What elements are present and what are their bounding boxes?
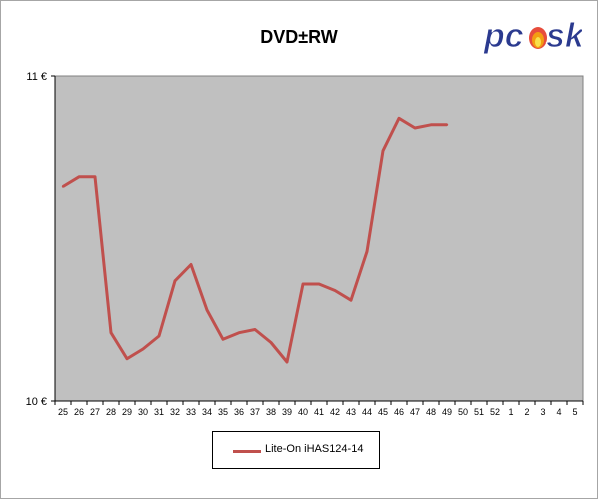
legend-swatch (233, 450, 261, 453)
x-tick-label: 52 (490, 407, 500, 417)
data-point (301, 282, 305, 286)
data-point (253, 328, 257, 331)
data-point (333, 289, 337, 292)
x-tick-label: 36 (234, 407, 244, 417)
x-tick-label: 48 (426, 407, 436, 417)
data-point (429, 123, 433, 126)
data-point (157, 334, 161, 338)
data-point (349, 299, 353, 302)
data-point (61, 185, 65, 188)
x-tick-label: 28 (106, 407, 116, 417)
x-tick-label: 34 (202, 407, 212, 417)
svg-text:pc: pc (483, 17, 524, 55)
x-tick-label: 50 (458, 407, 468, 417)
legend-label: Lite-On iHAS124-14 (265, 443, 364, 455)
data-point (381, 149, 385, 152)
chart-title: DVD±RW (260, 27, 338, 47)
x-tick-label: 35 (218, 407, 228, 417)
x-tick-label: 37 (250, 407, 260, 417)
data-point (173, 279, 177, 282)
x-tick-label: 2 (524, 407, 529, 417)
x-tick-label: 30 (138, 407, 148, 417)
data-point (237, 331, 241, 334)
legend: Lite-On iHAS124-14 (212, 431, 380, 469)
x-tick-label: 43 (346, 407, 356, 417)
data-point (125, 357, 129, 360)
data-point (269, 341, 273, 344)
x-tick-label: 45 (378, 407, 388, 417)
x-tick-label: 32 (170, 407, 180, 417)
x-tick-label: 39 (282, 407, 292, 417)
data-point (285, 360, 289, 364)
pcosk-logo: pc sk (482, 12, 587, 61)
data-point (189, 263, 193, 266)
x-tick-label: 44 (362, 407, 372, 417)
x-tick-label: 41 (314, 407, 324, 417)
data-point (445, 123, 449, 126)
series-layer (61, 116, 449, 364)
data-point (397, 117, 401, 120)
plot-area (54, 75, 584, 402)
x-tick-label: 49 (442, 407, 452, 417)
x-tick-label: 51 (474, 407, 484, 417)
data-point (317, 282, 321, 286)
data-point (365, 250, 369, 253)
x-tick-label: 42 (330, 407, 340, 417)
x-tick-label: 47 (410, 407, 420, 417)
x-tick-label: 38 (266, 407, 276, 417)
x-tick-label: 1 (508, 407, 513, 417)
axes: 10 €11 €25 26 27 28 29 30 31 32 33 34 35 36 37 38 39 40… (26, 71, 584, 417)
data-point (141, 347, 145, 351)
data-point (221, 338, 225, 341)
x-tick-label: 33 (186, 407, 196, 417)
x-tick-label: 25 (58, 407, 68, 417)
svg-text:sk: sk (546, 17, 582, 55)
y-tick-label: 10 € (26, 396, 47, 408)
x-tick-label: 5 (572, 407, 577, 417)
y-tick-label: 11 € (26, 71, 47, 83)
data-point (77, 175, 81, 178)
x-tick-label: 26 (74, 407, 84, 417)
data-point (93, 175, 97, 178)
x-tick-label: 29 (122, 407, 132, 417)
x-tick-label: 46 (394, 407, 404, 417)
x-tick-label: 31 (154, 407, 164, 417)
data-point (413, 126, 417, 130)
data-point (109, 331, 113, 334)
data-point (205, 308, 209, 312)
x-tick-label: 27 (90, 407, 100, 417)
x-tick-label: 40 (298, 407, 308, 417)
x-tick-label: 4 (556, 407, 561, 417)
flame-icon (529, 27, 547, 49)
x-tick-label: 3 (540, 407, 545, 417)
